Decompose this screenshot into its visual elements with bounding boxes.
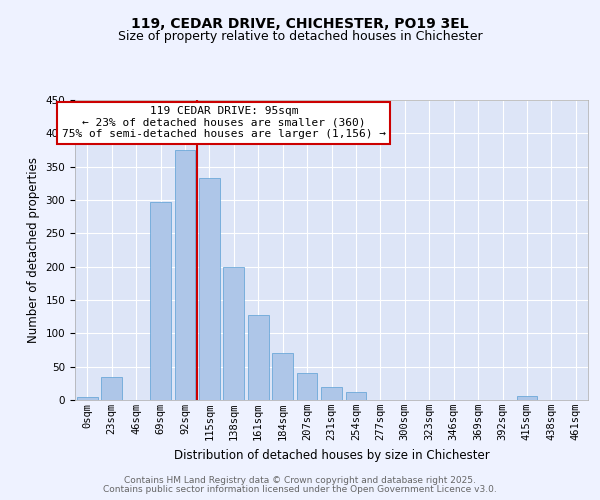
- Bar: [248, 316, 269, 400]
- Text: 119, CEDAR DRIVE, CHICHESTER, PO19 3EL: 119, CEDAR DRIVE, CHICHESTER, PO19 3EL: [131, 18, 469, 32]
- Y-axis label: Number of detached properties: Number of detached properties: [27, 157, 40, 343]
- Bar: [175, 150, 196, 400]
- Bar: [346, 392, 367, 400]
- Bar: [150, 202, 171, 400]
- Text: Contains HM Land Registry data © Crown copyright and database right 2025.: Contains HM Land Registry data © Crown c…: [124, 476, 476, 485]
- Bar: [77, 396, 98, 400]
- Text: Size of property relative to detached houses in Chichester: Size of property relative to detached ho…: [118, 30, 482, 43]
- X-axis label: Distribution of detached houses by size in Chichester: Distribution of detached houses by size …: [173, 448, 490, 462]
- Bar: [199, 178, 220, 400]
- Bar: [296, 374, 317, 400]
- Text: 119 CEDAR DRIVE: 95sqm
← 23% of detached houses are smaller (360)
75% of semi-de: 119 CEDAR DRIVE: 95sqm ← 23% of detached…: [62, 106, 386, 139]
- Bar: [223, 266, 244, 400]
- Bar: [272, 354, 293, 400]
- Bar: [321, 386, 342, 400]
- Text: Contains public sector information licensed under the Open Government Licence v3: Contains public sector information licen…: [103, 485, 497, 494]
- Bar: [517, 396, 538, 400]
- Bar: [101, 376, 122, 400]
